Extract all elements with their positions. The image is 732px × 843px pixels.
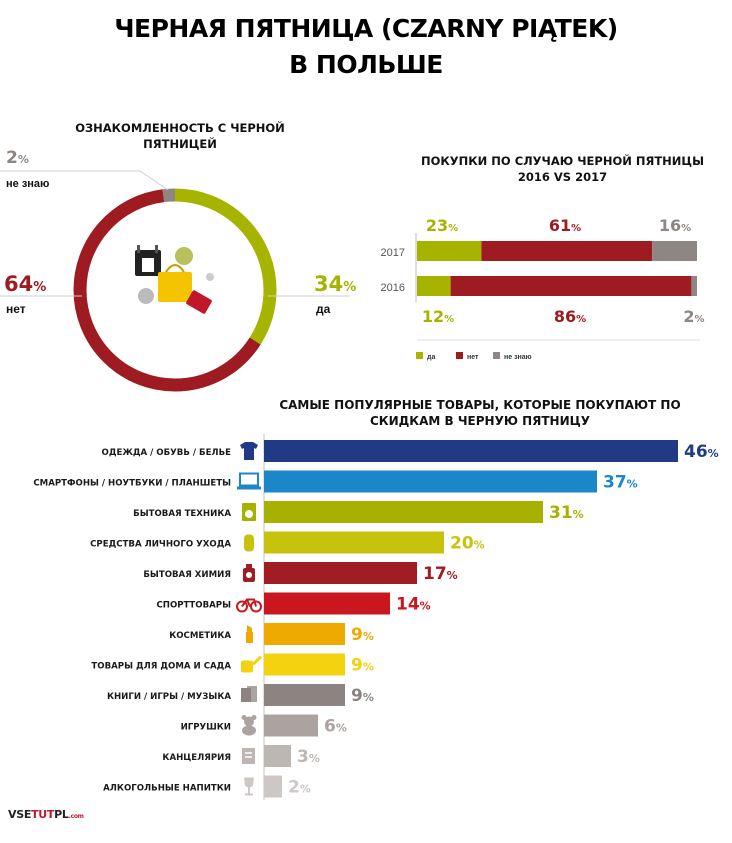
washing-machine-icon xyxy=(242,503,256,521)
donut-slice-1 xyxy=(73,188,277,392)
donut-label-net: нет xyxy=(6,302,26,316)
legend-swatch-0 xyxy=(416,352,423,359)
bar-value-2: 31% xyxy=(549,503,584,523)
bar-11 xyxy=(264,775,282,798)
stacked-segment-2016-0 xyxy=(417,276,451,296)
bar-value-1: 37% xyxy=(603,473,638,493)
stacked-value-2017-0: 23% xyxy=(426,216,458,235)
bar-value-4: 17% xyxy=(423,564,458,584)
bar-label-10: КАНЦЕЛЯРИЯ xyxy=(162,753,231,763)
bar-value-8: 9% xyxy=(351,686,374,706)
bar-label-7: ТОВАРЫ ДЛЯ ДОМА И САДА xyxy=(91,662,231,672)
bar-label-0: ОДЕЖДА / ОБУВЬ / БЕЛЬЕ xyxy=(102,448,232,458)
brand-part-c: PL xyxy=(54,808,69,821)
donut-label-da: да xyxy=(316,302,331,316)
bar-label-5: СПОРТТОВАРЫ xyxy=(156,601,231,611)
detergent-icon xyxy=(243,564,255,582)
stacked-segment-2016-1 xyxy=(450,276,692,296)
stacked-value-2016-2: 2% xyxy=(683,307,704,326)
bar-label-8: КНИГИ / ИГРЫ / МУЗЫКА xyxy=(107,692,231,702)
notepad-icon xyxy=(242,748,255,764)
watering-can-icon xyxy=(241,655,263,673)
cream-icon xyxy=(244,534,254,552)
bar-3 xyxy=(264,531,444,554)
bar-label-3: СРЕДСТВА ЛИЧНОГО УХОДА xyxy=(90,540,231,550)
tshirt-icon xyxy=(240,442,258,460)
legend-label-2: не знаю xyxy=(504,354,532,361)
wine-glass-icon xyxy=(244,777,254,796)
stacked-value-2017-2: 16% xyxy=(659,216,691,235)
bar-4 xyxy=(264,562,417,584)
donut-value-unknown: 2% xyxy=(6,148,29,168)
bar-0 xyxy=(264,440,678,462)
donut-chart-title: ОЗНАКОМЛЕННОСТЬ С ЧЕРНОЙ ПЯТНИЦЕЙ xyxy=(75,121,285,151)
bar-value-3: 20% xyxy=(450,534,485,554)
page-title-line2: В ПОЛЬШЕ xyxy=(289,50,443,79)
laptop-icon xyxy=(237,472,261,490)
bar-label-1: СМАРТФОНЫ / НОУТБУКИ / ПЛАНШЕТЫ xyxy=(33,479,231,489)
bar-value-10: 3% xyxy=(297,747,320,767)
bar-6 xyxy=(264,623,345,645)
bar-value-11: 2% xyxy=(288,778,311,798)
brand-part-a: VSE xyxy=(8,808,32,821)
stacked-year-2016: 2016 xyxy=(381,282,405,294)
bar-chart-title: САМЫЕ ПОПУЛЯРНЫЕ ТОВАРЫ, КОТОРЫЕ ПОКУПАЮ… xyxy=(279,398,681,428)
bar-label-2: БЫТОВАЯ ТЕХНИКА xyxy=(133,509,231,519)
donut-value-da: 34% xyxy=(314,272,356,296)
bar-label-9: ИГРУШКИ xyxy=(181,723,231,733)
bar-9 xyxy=(264,714,318,737)
legend-swatch-1 xyxy=(456,352,463,359)
brand-logo: VSETUTPL.com xyxy=(8,808,84,821)
bar-10 xyxy=(264,745,291,767)
legend-swatch-2 xyxy=(493,352,500,359)
bar-value-6: 9% xyxy=(351,625,374,645)
bar-label-11: АЛКОГОЛЬНЫЕ НАПИТКИ xyxy=(103,784,231,794)
brand-part-b: TUT xyxy=(31,808,55,821)
leader-line-unknown xyxy=(0,170,169,191)
bar-value-0: 46% xyxy=(684,442,719,462)
bar-value-7: 9% xyxy=(351,656,374,676)
stacked-year-2017: 2017 xyxy=(381,247,405,259)
bar-2 xyxy=(264,501,543,523)
bar-8 xyxy=(264,684,345,706)
donut-ring xyxy=(73,188,277,392)
page-title-line1: ЧЕРНАЯ ПЯТНИЦА (CZARNY PIĄTEK) xyxy=(114,14,618,43)
stacked-segment-2017-1 xyxy=(481,241,653,261)
stacked-segment-2016-2 xyxy=(691,276,697,296)
donut-slice-2 xyxy=(73,188,277,392)
donut-value-net: 64% xyxy=(4,272,46,296)
bar-7 xyxy=(264,653,345,676)
bar-label-6: КОСМЕТИКА xyxy=(169,631,231,641)
legend-label-1: нет xyxy=(467,354,479,361)
stacked-segment-2017-0 xyxy=(417,241,482,261)
bar-value-9: 6% xyxy=(324,717,347,737)
stacked-segment-2017-2 xyxy=(652,241,697,261)
stacked-value-2017-1: 61% xyxy=(549,216,581,235)
teddy-bear-icon xyxy=(241,715,257,736)
legend-label-0: да xyxy=(427,354,435,361)
bicycle-icon xyxy=(236,598,262,613)
brand-part-d: .com xyxy=(68,813,84,820)
stacked-value-2016-1: 86% xyxy=(554,307,586,326)
bar-label-4: БЫТОВАЯ ХИМИЯ xyxy=(143,570,231,580)
shopping-illustration-icon xyxy=(135,245,214,314)
donut-label-unknown: не знаю xyxy=(6,178,49,190)
stacked-value-2016-0: 12% xyxy=(422,307,454,326)
lipstick-icon xyxy=(246,625,253,643)
bar-5 xyxy=(264,592,390,615)
stacked-chart-title: ПОКУПКИ ПО СЛУЧАЮ ЧЕРНОЙ ПЯТНИЦЫ 2016 VS… xyxy=(420,154,705,184)
bar-1 xyxy=(264,470,597,493)
bar-value-5: 14% xyxy=(396,595,431,615)
books-icon xyxy=(241,686,257,702)
